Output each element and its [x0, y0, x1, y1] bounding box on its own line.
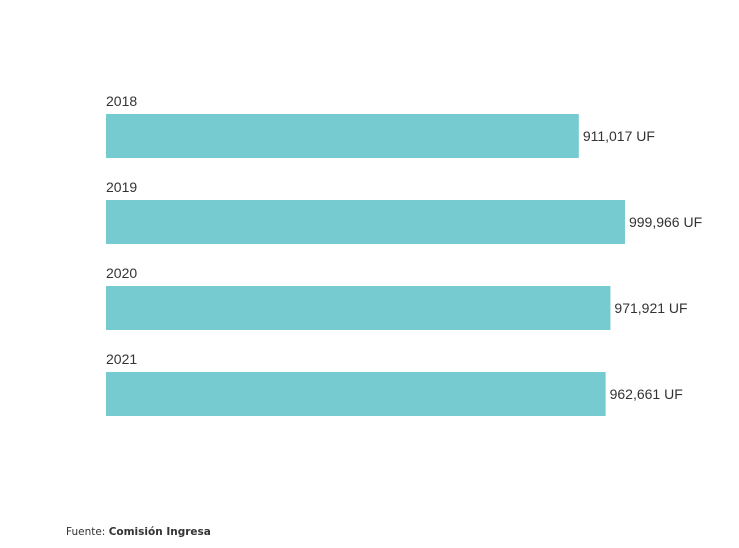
source-note: Fuente: Comisión Ingresa [66, 526, 211, 538]
value-label-2020: 971,921 UF [614, 300, 687, 316]
category-label-2019: 2019 [106, 179, 137, 195]
bar-2020 [106, 286, 611, 330]
source-prefix: Fuente: [66, 526, 109, 538]
category-label-2021: 2021 [106, 351, 137, 367]
bar-2018 [106, 114, 579, 158]
bar-2019 [106, 200, 625, 244]
value-label-2021: 962,661 UF [610, 386, 683, 402]
value-label-2018: 911,017 UF [583, 128, 655, 144]
category-label-2018: 2018 [106, 93, 137, 109]
source-name: Comisión Ingresa [108, 526, 211, 538]
bar-2021 [106, 372, 606, 416]
category-label-2020: 2020 [106, 265, 137, 281]
value-label-2019: 999,966 UF [629, 214, 702, 230]
